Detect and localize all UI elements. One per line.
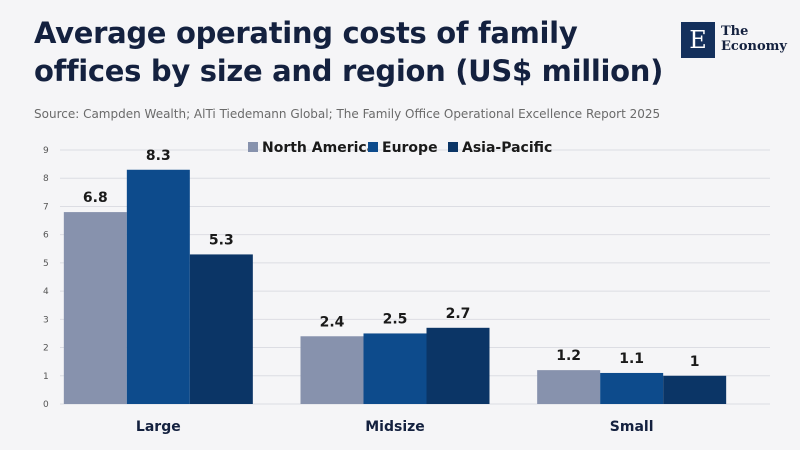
y-tick-label: 8 <box>43 174 49 184</box>
data-label: 1.2 <box>556 348 581 364</box>
chart-title: Average operating costs of family office… <box>34 16 664 88</box>
bar <box>189 254 253 404</box>
source-note: Source: Campden Wealth; AlTi Tiedemann G… <box>34 107 661 121</box>
bar <box>363 333 427 404</box>
y-tick-label: 6 <box>43 231 49 241</box>
legend-label: Asia-Pacific <box>462 140 552 156</box>
y-tick-label: 7 <box>43 202 49 212</box>
logo-text-line2: Economy <box>721 39 787 54</box>
logo-text-line1: The <box>721 24 749 39</box>
y-tick-label: 4 <box>43 287 49 297</box>
data-label: 2.7 <box>446 306 471 322</box>
y-tick-label: 9 <box>43 146 49 156</box>
bar <box>426 327 490 404</box>
data-label: 2.5 <box>383 311 408 327</box>
bar <box>300 336 364 404</box>
data-label: 6.8 <box>83 190 108 206</box>
legend-swatch <box>448 142 458 152</box>
x-tick-label: Midsize <box>365 419 425 435</box>
x-tick-label: Small <box>610 419 654 435</box>
the-economy-logo: E The Economy <box>681 22 791 58</box>
bar <box>126 169 190 404</box>
bar <box>63 212 127 404</box>
legend-swatch <box>368 142 378 152</box>
y-tick-label: 1 <box>43 372 49 382</box>
y-tick-label: 0 <box>43 400 49 410</box>
legend-swatch <box>248 142 258 152</box>
data-label: 2.4 <box>320 314 345 330</box>
bar <box>663 375 727 404</box>
y-tick-label: 5 <box>43 259 49 269</box>
bar <box>600 372 664 404</box>
data-label: 1 <box>690 354 700 370</box>
y-tick-label: 2 <box>43 344 49 354</box>
y-tick-label: 3 <box>43 315 49 325</box>
data-label: 8.3 <box>146 148 171 164</box>
x-tick-label: Large <box>136 419 181 435</box>
bar <box>537 370 601 404</box>
legend-label: Europe <box>382 140 438 156</box>
data-label: 1.1 <box>619 351 644 367</box>
legend-label: North America <box>262 140 376 156</box>
data-label: 5.3 <box>209 232 234 248</box>
logo-mark: E <box>681 22 715 58</box>
